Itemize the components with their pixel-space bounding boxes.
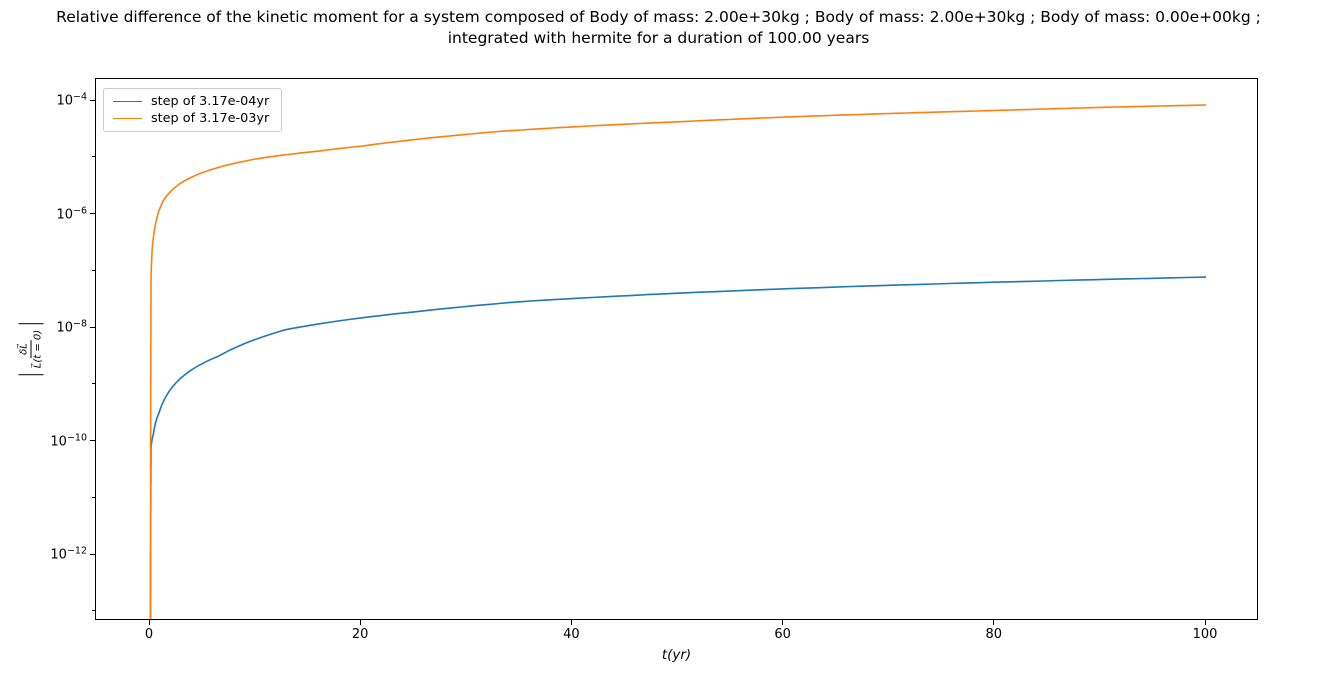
legend-line-sample-blue [113,101,142,102]
y-minor-tick-mark [91,496,95,498]
y-minor-tick-mark [91,610,95,612]
y-axis-label-fraction: δL⃗ L⃗(t = 0) [18,322,44,376]
y-tick-mark [90,326,95,328]
legend-line-sample-orange [113,118,142,119]
x-tick-label: 20 [351,627,369,642]
y-minor-tick-mark [91,383,95,385]
plot-area [95,78,1258,620]
x-tick-label: 40 [563,627,580,642]
y-label-numerator: δL⃗ [18,340,32,358]
series-curve-0 [149,276,1207,619]
x-tick-label: 60 [774,627,791,642]
y-tick-label: 10−12 [21,545,87,562]
y-tick-exponent: −8 [72,318,87,330]
series-curve-1 [149,104,1207,619]
y-tick-base: 10 [56,93,73,109]
abs-bar-right [18,322,44,324]
x-tick-mark [993,620,995,625]
y-tick-mark [90,440,95,441]
y-tick-exponent: −4 [72,91,87,103]
chart-title-line2: integrated with hermite for a duration o… [447,28,870,47]
x-tick-mark [359,620,361,625]
y-minor-tick-mark [91,269,95,271]
chart-title: Relative difference of the kinetic momen… [0,7,1317,48]
x-axis-label: t(yr) [661,647,692,663]
y-tick-label: 10−4 [21,91,87,108]
y-tick-base: 10 [56,207,73,223]
y-axis-label: δL⃗ L⃗(t = 0) [18,322,48,376]
y-tick-mark [90,213,95,214]
y-label-denominator: L⃗(t = 0) [32,329,44,369]
x-tick-mark [148,620,150,625]
legend-label-1: step of 3.17e-03yr [151,111,270,126]
y-tick-label: 10−8 [21,318,87,335]
x-tick-mark [570,620,572,625]
x-tick-mark [782,620,784,625]
y-minor-tick-mark [91,156,95,158]
y-tick-base: 10 [50,547,67,563]
y-tick-mark [90,553,95,555]
y-tick-mark [90,99,95,101]
data-curves [149,104,1207,619]
y-tick-base: 10 [56,320,73,336]
x-tick-label: 100 [1192,627,1218,642]
x-tick-mark [1204,620,1206,625]
y-tick-exponent: −6 [72,204,87,216]
y-tick-exponent: −10 [66,431,87,443]
y-tick-label: 10−6 [21,205,87,222]
legend-label-0: step of 3.17e-04yr [151,94,270,109]
legend-row-1: step of 3.17e-03yr [113,110,273,127]
y-tick-base: 10 [50,434,67,450]
abs-bar-left [18,374,44,376]
chart-title-line1: Relative difference of the kinetic momen… [56,8,1261,26]
x-tick-label: 80 [985,627,1003,642]
legend-row-0: step of 3.17e-04yr [113,93,273,110]
x-tick-label: 0 [144,627,154,642]
y-tick-exponent: −12 [66,545,87,557]
legend: step of 3.17e-04yr step of 3.17e-03yr [103,88,282,132]
y-tick-label: 10−10 [21,432,87,449]
